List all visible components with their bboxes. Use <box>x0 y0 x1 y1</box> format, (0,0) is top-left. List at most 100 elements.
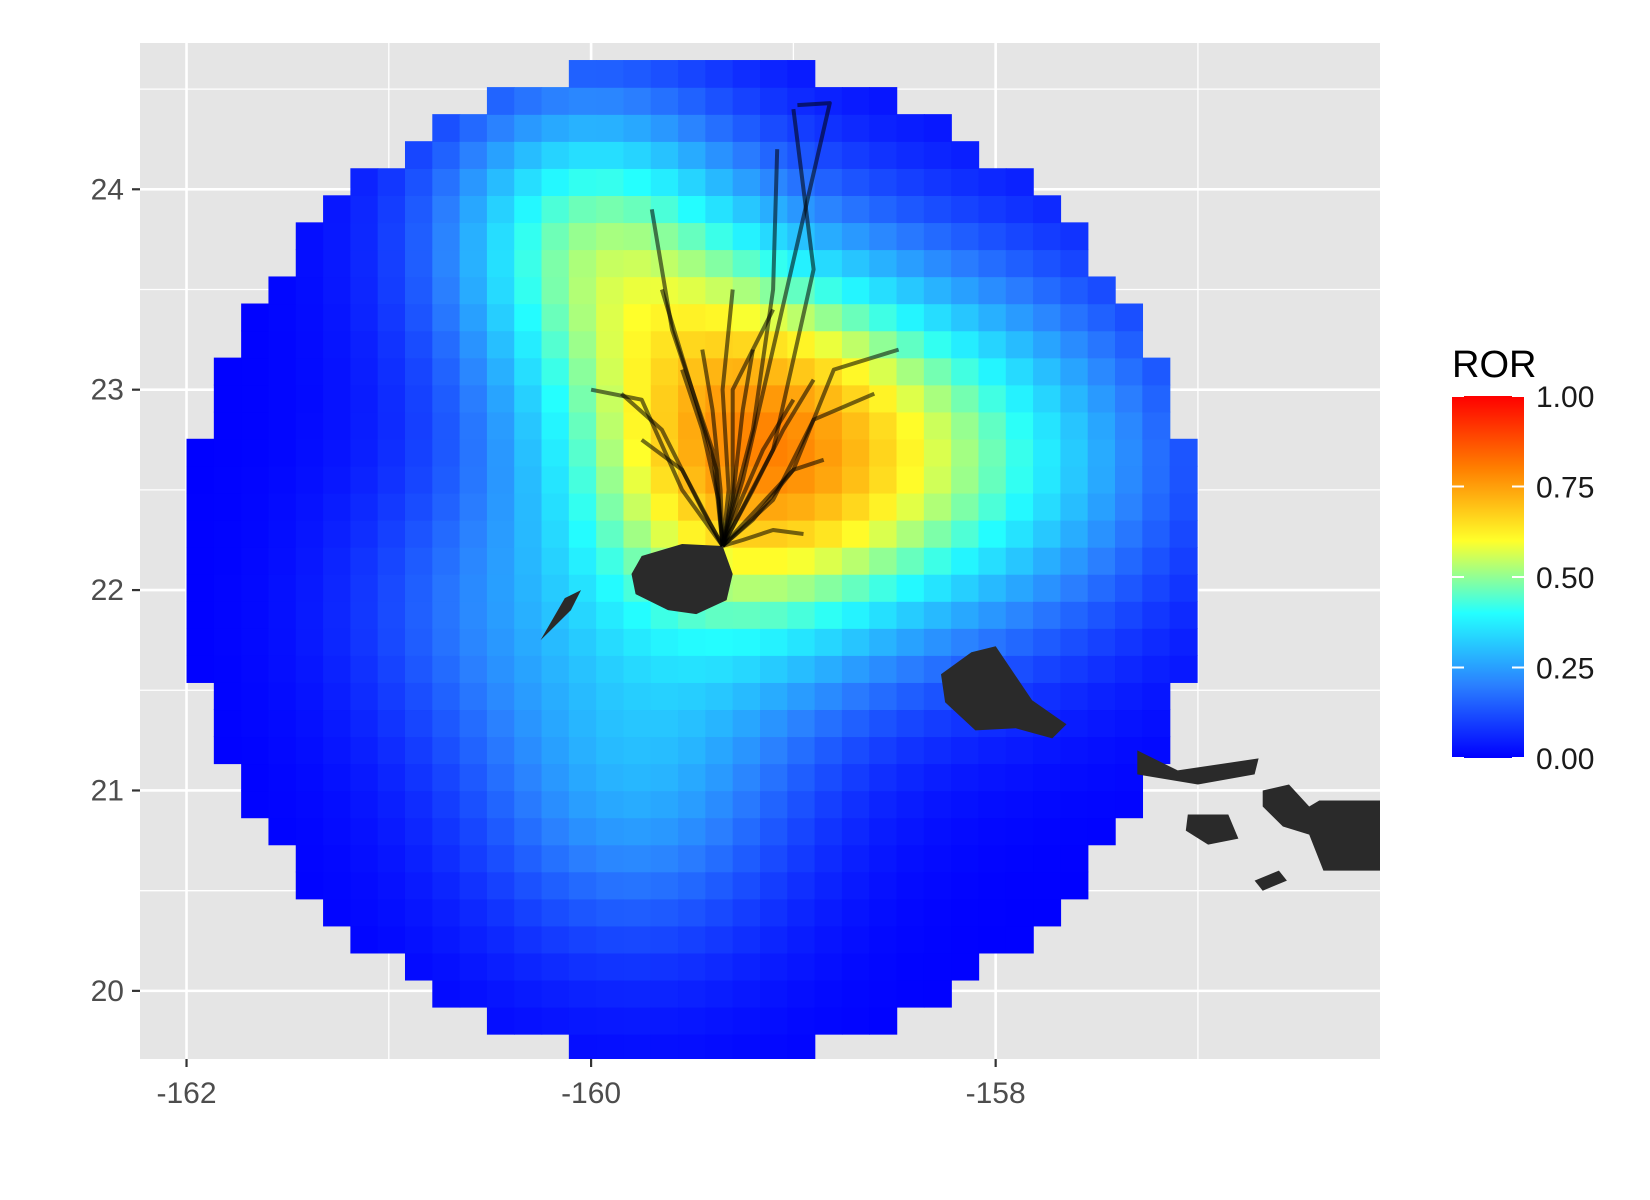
heatmap-cell <box>459 330 488 359</box>
heatmap-cell <box>432 790 461 819</box>
heatmap-cell <box>432 682 461 711</box>
heatmap-cell <box>787 952 816 981</box>
heatmap-cell <box>350 844 379 873</box>
heatmap-cell <box>541 222 570 251</box>
heatmap-cell <box>1087 601 1116 629</box>
heatmap-cell <box>896 195 925 224</box>
heatmap-cell <box>814 1006 843 1035</box>
heatmap-cell <box>760 114 789 142</box>
heatmap-cell <box>295 844 324 873</box>
heatmap-cell <box>923 303 952 332</box>
heatmap-cell <box>814 655 843 683</box>
heatmap-cell <box>268 465 297 494</box>
heatmap-cell <box>705 249 734 278</box>
heatmap-cell <box>678 952 707 981</box>
heatmap-cell <box>705 60 734 88</box>
heatmap-cell <box>377 574 406 602</box>
heatmap-cell <box>295 330 324 359</box>
heatmap-cell <box>705 844 734 873</box>
heatmap-cell <box>213 519 242 548</box>
heatmap-cell <box>213 709 242 738</box>
heatmap-cell <box>377 655 406 683</box>
heatmap-cell <box>841 844 870 873</box>
heatmap-cell <box>568 844 597 873</box>
heatmap-cell <box>1142 574 1171 602</box>
heatmap-cell <box>841 763 870 792</box>
heatmap-cell <box>213 438 242 467</box>
heatmap-cell <box>432 844 461 873</box>
heatmap-cell <box>514 519 543 548</box>
heatmap-cell <box>896 519 925 548</box>
heatmap-cell <box>323 357 352 386</box>
heatmap-cell <box>787 574 816 602</box>
heatmap-cell <box>1060 222 1089 251</box>
heatmap-cell <box>705 628 734 656</box>
heatmap-cell <box>323 195 352 224</box>
heatmap-cell <box>432 925 461 954</box>
heatmap-cell <box>1060 357 1089 386</box>
heatmap-cell <box>978 790 1007 819</box>
heatmap-cell <box>241 736 270 765</box>
heatmap-cell <box>732 871 761 900</box>
heatmap-cell <box>295 628 324 656</box>
heatmap-cell <box>241 601 270 629</box>
heatmap-cell <box>841 898 870 927</box>
heatmap-cell <box>760 546 789 575</box>
heatmap-cell <box>377 736 406 765</box>
heatmap-cell <box>596 709 625 738</box>
heatmap-cell <box>1005 925 1034 954</box>
heatmap-cell <box>1005 492 1034 521</box>
heatmap-cell <box>350 898 379 927</box>
heatmap-cell <box>295 871 324 900</box>
heatmap-cell <box>486 357 515 386</box>
heatmap-cell <box>541 303 570 332</box>
heatmap-cell <box>760 817 789 846</box>
heatmap-cell <box>514 628 543 656</box>
heatmap-cell <box>596 898 625 927</box>
heatmap-cell <box>1060 871 1089 900</box>
heatmap-cell <box>432 817 461 846</box>
heatmap-cell <box>1087 790 1116 819</box>
heatmap-cell <box>1087 628 1116 656</box>
heatmap-cell <box>1060 709 1089 738</box>
heatmap-cell <box>978 357 1007 386</box>
heatmap-cell <box>705 898 734 927</box>
heatmap-cell <box>1087 709 1116 738</box>
heatmap-cell <box>869 168 898 196</box>
heatmap-cell <box>514 898 543 927</box>
heatmap-cell <box>978 330 1007 359</box>
heatmap-cell <box>650 141 679 169</box>
heatmap-cell <box>268 492 297 521</box>
heatmap-cell <box>350 925 379 954</box>
heatmap-cell <box>486 519 515 548</box>
heatmap-cell <box>323 709 352 738</box>
heatmap-cell <box>623 222 652 251</box>
heatmap-cell <box>951 817 980 846</box>
heatmap-cell <box>268 519 297 548</box>
heatmap-cell <box>869 249 898 278</box>
heatmap-cell <box>404 222 433 251</box>
heatmap-cell <box>1005 736 1034 765</box>
heatmap-cell <box>514 790 543 819</box>
heatmap-cell <box>1005 790 1034 819</box>
heatmap-cell <box>869 628 898 656</box>
heatmap-cell <box>541 195 570 224</box>
y-axis-tick-label: 20 <box>91 975 124 1008</box>
heatmap-cell <box>1060 330 1089 359</box>
heatmap-cell <box>896 601 925 629</box>
heatmap-cell <box>186 628 215 656</box>
heatmap-cell <box>404 411 433 440</box>
heatmap-cell <box>623 952 652 981</box>
heatmap-cell <box>241 574 270 602</box>
heatmap-cell <box>1115 438 1144 467</box>
heatmap-cell <box>514 574 543 602</box>
heatmap-cell <box>650 168 679 196</box>
heatmap-cell <box>896 844 925 873</box>
heatmap-cell <box>514 844 543 873</box>
heatmap-cell <box>869 790 898 819</box>
heatmap-cell <box>732 952 761 981</box>
heatmap-cell <box>1115 357 1144 386</box>
heatmap-cell <box>295 438 324 467</box>
legend-ticks: 0.00 0.25 0.50 0.75 1.00 <box>1452 381 1594 776</box>
heatmap-cell <box>869 871 898 900</box>
